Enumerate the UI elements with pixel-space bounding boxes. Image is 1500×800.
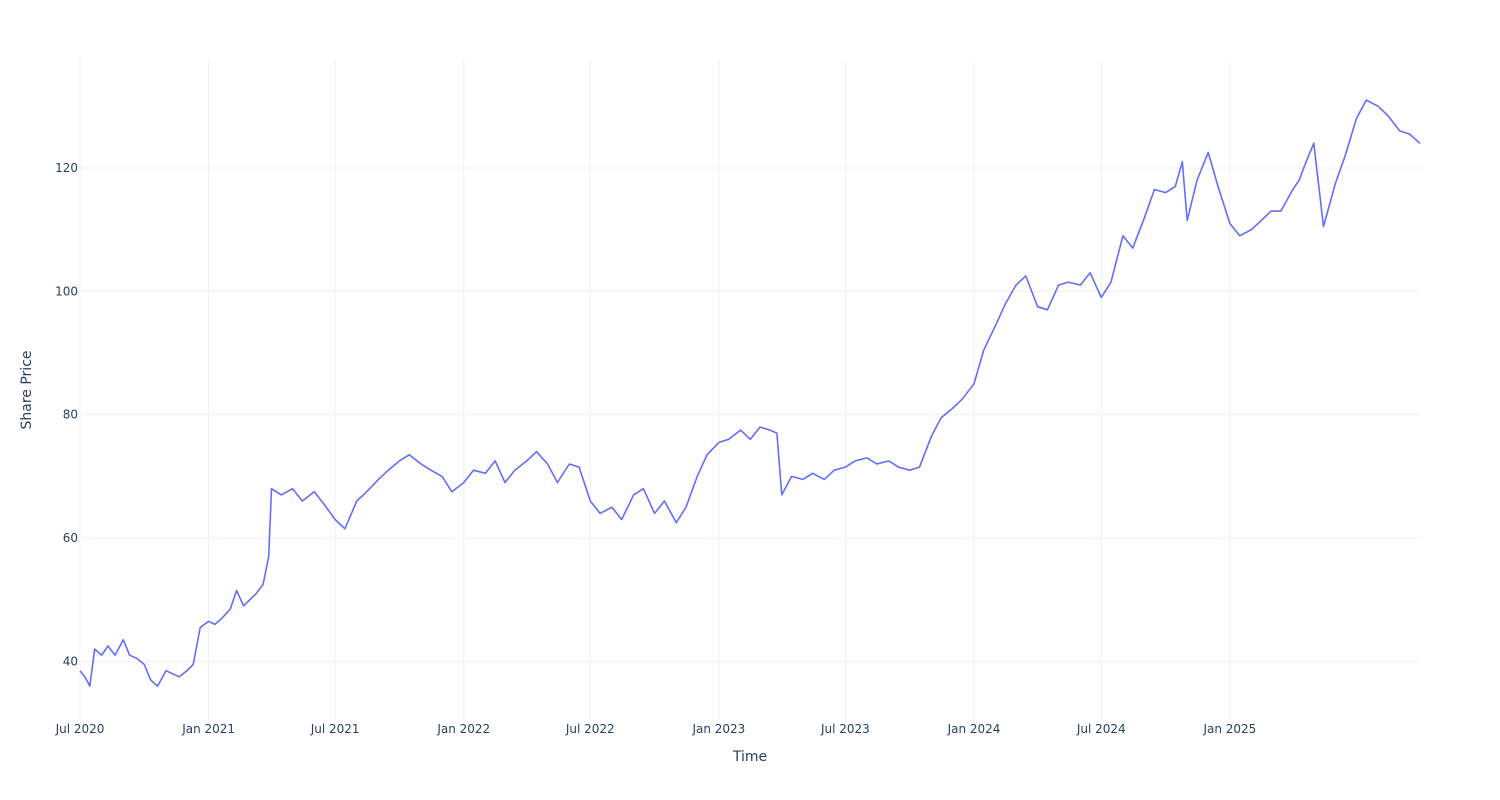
x-tick-label: Jul 2023: [820, 722, 870, 736]
x-axis-title: Time: [732, 749, 767, 765]
y-tick-label: 60: [63, 531, 78, 545]
x-tick-label: Jan 2021: [181, 722, 235, 736]
x-gridlines: [79, 60, 1231, 720]
x-axis-tick-labels: Jul 2020 Jan 2021 Jul 2021 Jan 2022 Jul 2022…: [55, 722, 1257, 736]
x-tick-label: Jul 2024: [1076, 722, 1126, 736]
y-tick-label: 100: [55, 284, 78, 298]
price-series-line: [79, 99, 1421, 687]
x-tick-label: Jan 2024: [947, 722, 1001, 736]
y-gridlines: [80, 167, 1420, 662]
y-axis-title: Share Price: [19, 350, 35, 429]
y-tick-label: 40: [63, 654, 78, 668]
x-tick-label: Jan 2022: [436, 722, 490, 736]
y-tick-label: 80: [63, 408, 78, 422]
x-tick-label: Jan 2025: [1202, 722, 1256, 736]
x-tick-label: Jul 2020: [55, 722, 105, 736]
y-axis-tick-labels: 40 60 80 100 120: [55, 161, 78, 668]
series-layer: [79, 99, 1421, 687]
x-tick-label: Jan 2023: [691, 722, 745, 736]
y-tick-label: 120: [55, 161, 78, 175]
x-tick-label: Jul 2021: [310, 722, 360, 736]
x-tick-label: Jul 2022: [565, 722, 615, 736]
